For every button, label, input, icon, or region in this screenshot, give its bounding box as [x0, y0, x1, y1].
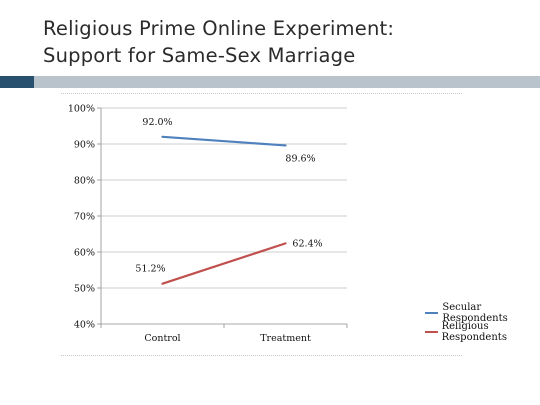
legend-label-religious: Religious Respondents	[441, 320, 507, 343]
x-tick-label: Control	[144, 333, 180, 344]
series-line-secular	[161, 135, 287, 147]
legend-swatch-secular	[425, 311, 439, 314]
data-label: 92.0%	[142, 117, 172, 128]
data-label: 62.4%	[292, 238, 322, 249]
line-chart: 40% 50% 60% 70% 80% 90% 100% Control Treatment 92…	[68, 104, 348, 344]
y-tick-label: 100%	[68, 104, 95, 115]
slide-title-line-1: Religious Prime Online Experiment:	[43, 17, 395, 40]
chart-frame: 40% 50% 60% 70% 80% 90% 100% Control Treatment 92…	[58, 93, 508, 356]
y-tick-label: 70%	[74, 212, 95, 223]
slide-title: Religious Prime Online Experiment: Suppo…	[43, 15, 394, 69]
legend-item-religious: Religious Respondents	[425, 320, 514, 343]
x-tick-label: Treatment	[260, 333, 311, 344]
data-label: 89.6%	[285, 153, 315, 164]
y-tick-label: 90%	[74, 140, 95, 151]
y-tick-label: 60%	[74, 248, 95, 259]
chart-legend: Secular Respondents Religious Respondent…	[425, 301, 514, 343]
title-divider-bar	[0, 76, 540, 88]
legend-swatch-religious	[425, 330, 438, 333]
y-tick-label: 80%	[74, 176, 95, 187]
y-tick-label: 40%	[74, 320, 95, 331]
y-tick-label: 50%	[74, 284, 95, 295]
series-line-religious	[161, 242, 287, 285]
slide-title-line-2: Support for Same-Sex Marriage	[43, 44, 356, 67]
data-label: 51.2%	[135, 264, 165, 275]
legend-item-secular: Secular Respondents	[425, 301, 514, 324]
title-divider-accent	[0, 76, 34, 88]
legend-label-secular: Secular Respondents	[442, 301, 508, 324]
